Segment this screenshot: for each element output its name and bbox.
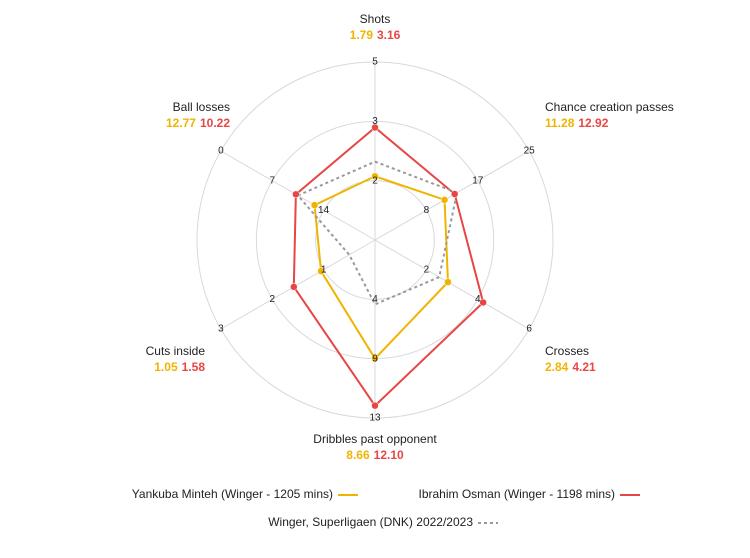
value-label: 12.10 (374, 448, 404, 462)
tick-label: 4 (372, 294, 378, 305)
tick-label: 8 (424, 205, 430, 216)
value-label: 2.84 (545, 360, 569, 374)
tick-label: 2 (424, 264, 430, 275)
data-point (371, 401, 379, 410)
axis-spoke (220, 239, 376, 330)
tick-label: 17 (472, 175, 484, 186)
value-label: 1.79 (350, 28, 374, 42)
axis-values: 8.66 12.10 (346, 448, 404, 462)
tick-label: 13 (369, 413, 381, 424)
legend-label: Yankuba Minteh (Winger - 1205 mins) (132, 487, 333, 501)
data-point (371, 172, 379, 181)
value-label: 1.58 (182, 360, 206, 374)
value-label: 11.28 (545, 116, 575, 130)
tick-label: 6 (526, 324, 532, 335)
value-label: 12.92 (578, 116, 608, 130)
tick-label: 7 (269, 175, 275, 186)
tick-label: 4 (475, 294, 481, 305)
axis-label: Dribbles past opponent (313, 432, 437, 446)
data-point (371, 123, 379, 132)
data-point (450, 190, 459, 198)
tick-label: 9 (372, 353, 378, 364)
tick-label: 1 (321, 264, 327, 275)
tick-label: 25 (524, 146, 536, 157)
axis-values: 1.05 1.58 (154, 360, 205, 374)
tick-label: 2 (269, 294, 275, 305)
tick-label: 14 (318, 205, 330, 216)
value-label: 10.22 (200, 116, 230, 130)
axis-values: 1.79 3.16 (350, 28, 401, 42)
tick-label: 3 (218, 324, 224, 335)
data-point (310, 201, 319, 209)
legend-label: Ibrahim Osman (Winger - 1198 mins) (419, 487, 616, 501)
value-label: 4.21 (572, 360, 596, 374)
data-point (371, 354, 379, 363)
value-label: 8.66 (346, 448, 370, 462)
tick-label: 0 (218, 146, 224, 157)
value-label: 12.77 (166, 116, 196, 130)
axis-label: Chance creation passes (545, 100, 674, 114)
data-point (444, 278, 452, 286)
value-label: 1.05 (154, 360, 178, 374)
axis-label: Ball losses (173, 100, 230, 114)
tick-label: 5 (372, 57, 378, 68)
data-point (292, 190, 300, 199)
data-point (440, 196, 449, 204)
axis-label: Cuts inside (146, 344, 206, 358)
data-point (290, 283, 298, 291)
axis-label: Crosses (545, 344, 589, 358)
data-point (479, 298, 487, 307)
axis-values: 2.84 4.21 (545, 360, 596, 374)
tick-label: 2 (372, 175, 378, 186)
value-label: 3.16 (377, 28, 401, 42)
axis-values: 11.28 12.92 (545, 116, 609, 130)
tick-label: 3 (372, 116, 378, 127)
data-point (317, 267, 325, 275)
axis-values: 12.77 10.22 (166, 116, 230, 130)
legend-label: Winger, Superligaen (DNK) 2022/2023 (268, 515, 473, 529)
axis-label: Shots (360, 12, 391, 26)
axis-spoke (374, 239, 530, 330)
